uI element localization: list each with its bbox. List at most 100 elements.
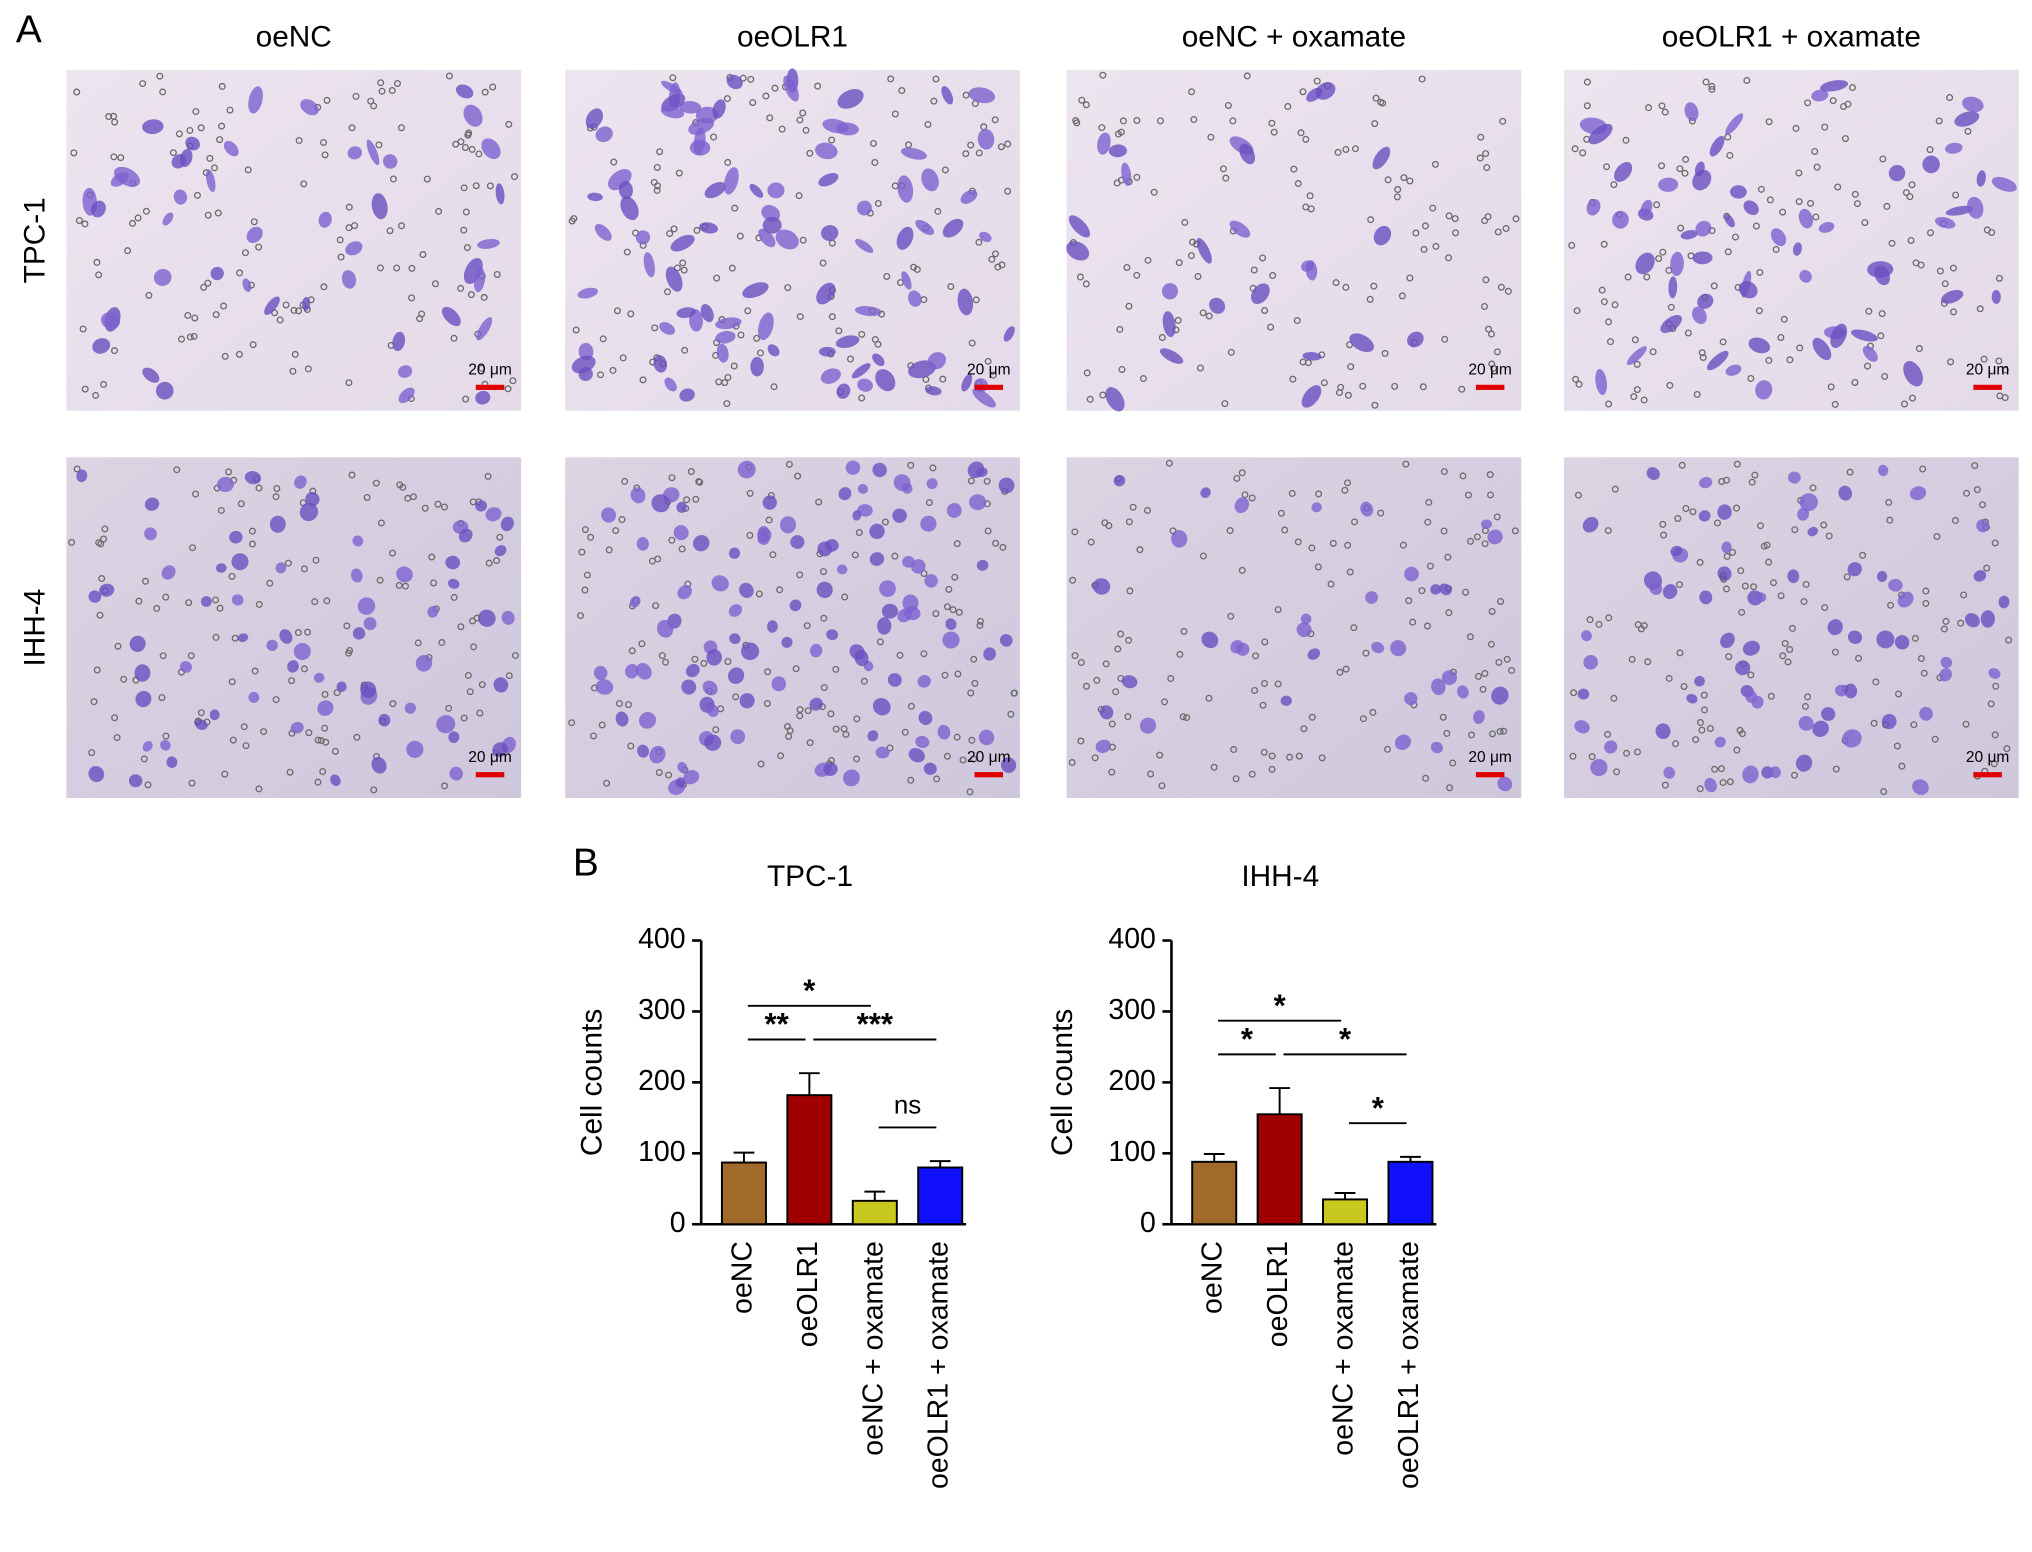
debris [345, 379, 353, 387]
debris [220, 302, 228, 310]
debris [691, 655, 699, 663]
cell [704, 182, 726, 199]
debris [947, 283, 955, 291]
debris [475, 150, 483, 158]
panel-label: B [573, 842, 599, 885]
debris [1458, 385, 1466, 393]
cell [1686, 693, 1698, 704]
debris [572, 326, 580, 334]
scale-bar [475, 772, 505, 778]
debris [217, 506, 225, 514]
cell [908, 290, 922, 307]
cell [872, 462, 887, 478]
debris [1987, 700, 1995, 708]
debris [1180, 627, 1188, 635]
debris [736, 232, 744, 240]
debris [237, 500, 245, 508]
debris [920, 650, 928, 658]
cell [896, 226, 914, 250]
debris [352, 92, 360, 100]
debris [1377, 509, 1385, 517]
debris [1861, 219, 1869, 227]
debris [1708, 82, 1716, 90]
cell [1874, 265, 1891, 286]
debris [795, 192, 803, 200]
debris [2003, 745, 2011, 753]
debris [1624, 273, 1632, 281]
debris [1827, 383, 1835, 391]
debris [1765, 356, 1773, 364]
cell [1962, 96, 1984, 113]
cell [869, 523, 885, 540]
debris [1295, 752, 1303, 760]
cell [1239, 143, 1256, 165]
debris [1633, 360, 1641, 368]
debris [1359, 715, 1367, 723]
debris [1864, 362, 1872, 370]
debris [1473, 533, 1481, 541]
cell [977, 128, 995, 150]
cell [845, 460, 861, 475]
y-tick-label: 200 [638, 1065, 686, 1097]
cell [660, 105, 685, 119]
debris [1569, 752, 1577, 760]
debris [1409, 618, 1417, 626]
debris [1676, 581, 1684, 589]
cell [287, 660, 299, 673]
scale-bar-label: 20 μm [967, 749, 1010, 766]
debris [1252, 652, 1260, 660]
cell [877, 617, 892, 635]
cell [816, 282, 836, 305]
debris [295, 137, 303, 145]
cell [92, 338, 111, 354]
scale-bar-label: 20 μm [967, 362, 1010, 379]
debris [1484, 213, 1492, 221]
cell [758, 228, 776, 248]
debris [1297, 129, 1305, 137]
cell [1844, 683, 1858, 699]
debris [92, 391, 100, 399]
debris [1181, 218, 1189, 226]
cell [615, 711, 629, 727]
cell [1735, 660, 1751, 676]
debris [478, 681, 486, 689]
cell [1692, 251, 1713, 265]
cell [706, 704, 719, 717]
debris [353, 733, 361, 741]
significance-label: *** [857, 1007, 894, 1042]
debris [1486, 471, 1494, 479]
debris [140, 755, 148, 763]
debris [1308, 713, 1316, 721]
debris [431, 280, 439, 288]
debris [1482, 150, 1490, 158]
cell [1798, 208, 1814, 229]
debris [1757, 185, 1765, 193]
column-title: oeOLR1 [737, 21, 848, 54]
debris [1259, 254, 1267, 262]
cell [620, 196, 639, 221]
debris [93, 258, 101, 266]
debris [1605, 318, 1613, 326]
debris [1194, 272, 1202, 280]
debris [929, 464, 937, 472]
cell [767, 182, 785, 199]
debris [1511, 527, 1519, 535]
cell [1847, 562, 1862, 577]
cell [248, 691, 260, 703]
cell [398, 387, 415, 404]
debris [1226, 527, 1234, 535]
debris [1318, 754, 1326, 762]
cell [908, 748, 925, 763]
debris [105, 113, 113, 121]
debris [1289, 375, 1297, 383]
debris [1919, 465, 1927, 473]
x-tick-label: oeOLR1 + oxamate [1393, 1241, 1425, 1489]
debris [204, 211, 212, 219]
debris [715, 378, 723, 386]
debris [654, 555, 662, 563]
cell [739, 582, 754, 598]
cell [200, 596, 212, 607]
debris [1796, 344, 1804, 352]
debris [288, 677, 296, 685]
debris [377, 519, 385, 527]
